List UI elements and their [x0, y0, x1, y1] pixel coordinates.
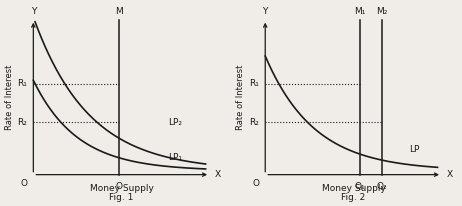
Text: O: O [116, 182, 123, 191]
Text: O: O [21, 179, 28, 187]
Text: Fig. 1: Fig. 1 [109, 193, 134, 202]
Text: X: X [446, 170, 452, 179]
Text: R₂: R₂ [17, 118, 27, 127]
Text: LP₁: LP₁ [168, 153, 182, 162]
Text: M: M [116, 7, 123, 16]
Text: LP₂: LP₂ [168, 118, 182, 127]
Text: Money Supply: Money Supply [90, 184, 153, 193]
Text: M₁: M₁ [354, 7, 366, 16]
Text: R₂: R₂ [249, 118, 259, 127]
Text: M₂: M₂ [377, 7, 388, 16]
Text: LP: LP [409, 145, 419, 154]
Text: Rate of Interest: Rate of Interest [237, 64, 245, 130]
Text: O: O [253, 179, 260, 187]
Text: R₁: R₁ [249, 79, 259, 88]
Text: Money Supply: Money Supply [322, 184, 385, 193]
Text: Fig. 2: Fig. 2 [341, 193, 366, 202]
Text: X: X [214, 170, 220, 179]
Text: Rate of Interest: Rate of Interest [5, 64, 13, 130]
Text: Q₂: Q₂ [377, 182, 388, 191]
Text: Y: Y [30, 7, 36, 16]
Text: Y: Y [262, 7, 268, 16]
Text: Q₁: Q₁ [355, 182, 365, 191]
Text: R₁: R₁ [17, 79, 27, 88]
